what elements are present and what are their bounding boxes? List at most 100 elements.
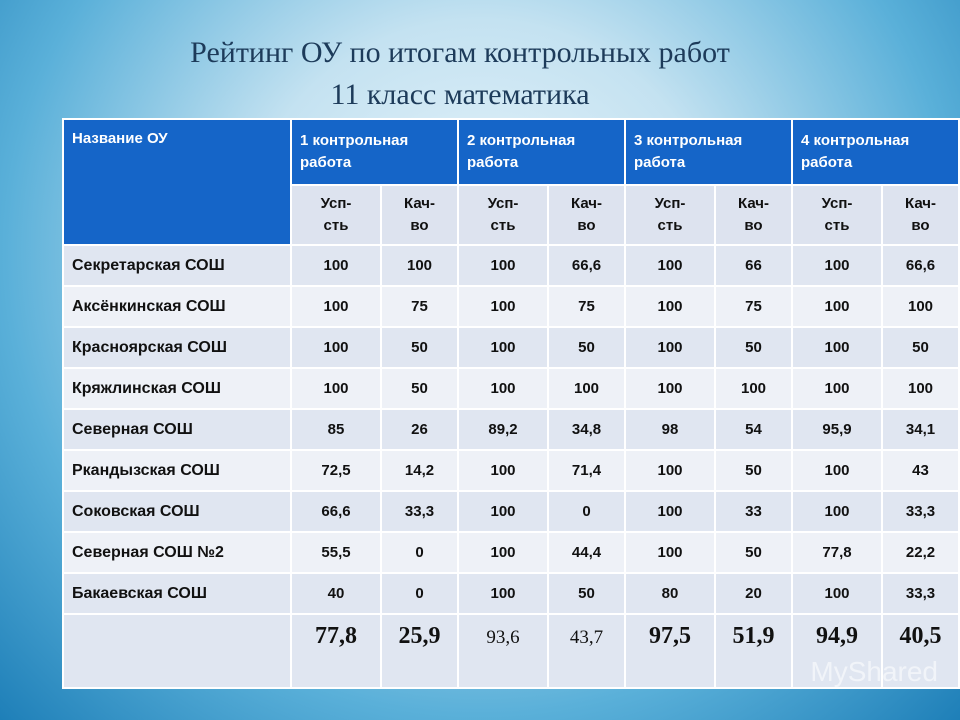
school-name-cell: Кряжлинская СОШ (62, 367, 292, 410)
school-name-cell: Бакаевская СОШ (62, 572, 292, 615)
value-cell: 100 (547, 367, 626, 410)
totals-label-cell (62, 613, 292, 689)
table-row: Аксёнкинская СОШ 100 75 100 75 100 75 100 100 (62, 285, 960, 328)
value-cell: 50 (380, 367, 459, 410)
value-cell: 50 (380, 326, 459, 369)
subheader-success: Усп-сть (791, 184, 883, 246)
value-cell: 20 (714, 572, 793, 615)
table-row: Северная СОШ №2 55,5 0 100 44,4 100 50 77,8 22,2 (62, 531, 960, 574)
value-cell: 75 (714, 285, 793, 328)
value-cell: 100 (457, 367, 549, 410)
subheader-quality: Кач-во (547, 184, 626, 246)
value-cell: 22,2 (881, 531, 960, 574)
total-value-cell: 93,6 (457, 613, 549, 689)
value-cell: 43 (881, 449, 960, 492)
value-cell: 100 (881, 367, 960, 410)
value-cell: 55,5 (290, 531, 382, 574)
subheader-success: Усп-сть (457, 184, 549, 246)
value-cell: 50 (714, 326, 793, 369)
value-cell: 100 (290, 326, 382, 369)
school-name-cell: Аксёнкинская СОШ (62, 285, 292, 328)
value-cell: 100 (791, 285, 883, 328)
value-cell: 33 (714, 490, 793, 533)
header-work-3: 3 контрольная работа (624, 118, 793, 186)
school-name-cell: Красноярская СОШ (62, 326, 292, 369)
value-cell: 100 (881, 285, 960, 328)
header-work-1: 1 контрольная работа (290, 118, 459, 186)
value-cell: 34,8 (547, 408, 626, 451)
value-cell: 72,5 (290, 449, 382, 492)
value-cell: 100 (457, 244, 549, 287)
value-cell: 50 (714, 531, 793, 574)
watermark: MyShared (810, 656, 938, 687)
value-cell: 100 (457, 531, 549, 574)
total-value-cell: 25,9 (380, 613, 459, 689)
value-cell: 100 (791, 490, 883, 533)
value-cell: 95,9 (791, 408, 883, 451)
value-cell: 98 (624, 408, 716, 451)
value-cell: 54 (714, 408, 793, 451)
table-row: Соковская СОШ 66,6 33,3 100 0 100 33 100 33,3 (62, 490, 960, 533)
value-cell: 0 (380, 531, 459, 574)
value-cell: 33,3 (881, 490, 960, 533)
value-cell: 100 (791, 367, 883, 410)
value-cell: 100 (380, 244, 459, 287)
header-school-name: Название ОУ (62, 118, 292, 246)
value-cell: 100 (290, 244, 382, 287)
value-cell: 66,6 (290, 490, 382, 533)
value-cell: 100 (624, 449, 716, 492)
value-cell: 100 (714, 367, 793, 410)
value-cell: 50 (881, 326, 960, 369)
subheader-quality: Кач-во (714, 184, 793, 246)
value-cell: 100 (290, 367, 382, 410)
value-cell: 100 (624, 285, 716, 328)
value-cell: 89,2 (457, 408, 549, 451)
table-row: Секретарская СОШ 100 100 100 66,6 100 66 100 66,… (62, 244, 960, 287)
school-name-cell: Соковская СОШ (62, 490, 292, 533)
school-name-cell: Секретарская СОШ (62, 244, 292, 287)
value-cell: 50 (714, 449, 793, 492)
total-value-cell: 94,9 (791, 613, 883, 689)
total-value-cell: 40,5 (881, 613, 960, 689)
school-name-cell: Северная СОШ №2 (62, 531, 292, 574)
table-row: Бакаевская СОШ 40 0 100 50 80 20 100 33,3 (62, 572, 960, 615)
value-cell: 100 (791, 449, 883, 492)
value-cell: 66,6 (881, 244, 960, 287)
value-cell: 100 (457, 490, 549, 533)
value-cell: 100 (791, 244, 883, 287)
value-cell: 40 (290, 572, 382, 615)
value-cell: 100 (457, 572, 549, 615)
rating-table: Название ОУ 1 контрольная работа 2 контро… (62, 118, 960, 689)
value-cell: 26 (380, 408, 459, 451)
header-work-2: 2 контрольная работа (457, 118, 626, 186)
table-row: Ркандызская СОШ 72,5 14,2 100 71,4 100 50 100 43 (62, 449, 960, 492)
value-cell: 33,3 (380, 490, 459, 533)
header-work-4: 4 контрольная работа (791, 118, 960, 186)
table-row: Кряжлинская СОШ 100 50 100 100 100 100 100 100 (62, 367, 960, 410)
total-value-cell: 77,8 (290, 613, 382, 689)
value-cell: 100 (624, 244, 716, 287)
value-cell: 100 (791, 326, 883, 369)
value-cell: 100 (624, 531, 716, 574)
table-row: Северная СОШ 85 26 89,2 34,8 98 54 95,9 34,1 (62, 408, 960, 451)
value-cell: 66 (714, 244, 793, 287)
value-cell: 80 (624, 572, 716, 615)
subheader-success: Усп-сть (624, 184, 716, 246)
slide-title: Рейтинг ОУ по итогам контрольных работ (190, 36, 730, 69)
value-cell: 100 (624, 490, 716, 533)
value-cell: 44,4 (547, 531, 626, 574)
value-cell: 75 (380, 285, 459, 328)
total-value-cell: 43,7 (547, 613, 626, 689)
value-cell: 66,6 (547, 244, 626, 287)
value-cell: 100 (624, 326, 716, 369)
value-cell: 100 (290, 285, 382, 328)
total-value-cell: 51,9 (714, 613, 793, 689)
subheader-quality: Кач-во (881, 184, 960, 246)
value-cell: 50 (547, 572, 626, 615)
school-name-cell: Ркандызская СОШ (62, 449, 292, 492)
value-cell: 100 (457, 326, 549, 369)
value-cell: 33,3 (881, 572, 960, 615)
totals-row: 77,8 25,9 93,6 43,7 97,5 51,9 94,9 40,5 (62, 613, 960, 689)
value-cell: 100 (791, 572, 883, 615)
value-cell: 14,2 (380, 449, 459, 492)
